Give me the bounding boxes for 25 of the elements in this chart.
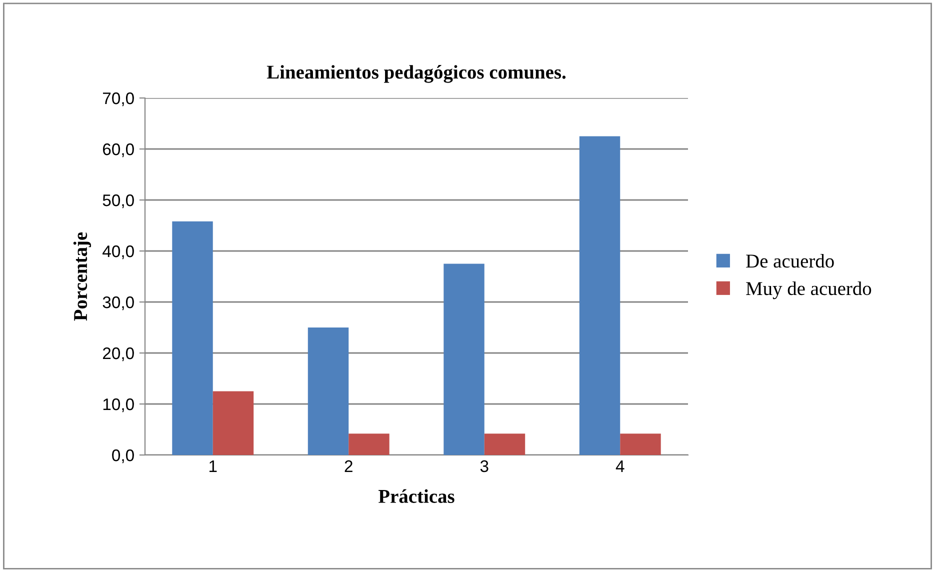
bar	[308, 328, 349, 455]
y-axis-title: Porcentaje	[73, 232, 92, 321]
legend-label: Muy de acuerdo	[746, 281, 872, 300]
chart-title: Lineamientos pedagógicos comunes.	[266, 65, 566, 83]
x-tick-label: 4	[616, 460, 624, 472]
legend-label: De acuerdo	[746, 254, 834, 268]
x-axis-title: Prácticas	[378, 489, 454, 503]
bar	[444, 264, 484, 455]
y-tick-label: 50,0	[102, 194, 134, 208]
y-tick-label: 60,0	[102, 143, 134, 158]
y-tick-label: 30,0	[102, 296, 134, 310]
x-tick-label: 2	[344, 460, 352, 472]
x-tick-label: 3	[480, 460, 488, 472]
bar	[579, 136, 620, 455]
bar	[172, 221, 213, 455]
y-tick-label: 10,0	[103, 398, 134, 412]
x-tick-label: 1	[210, 460, 217, 472]
y-tick-label: 40,0	[102, 245, 134, 260]
y-tick-label: 20,0	[102, 347, 134, 362]
y-tick-label: 70,0	[103, 92, 134, 106]
bar	[484, 434, 526, 455]
bar	[348, 434, 390, 455]
bar	[620, 434, 661, 455]
bar	[212, 391, 254, 455]
y-tick-label: 0,0	[112, 449, 134, 464]
